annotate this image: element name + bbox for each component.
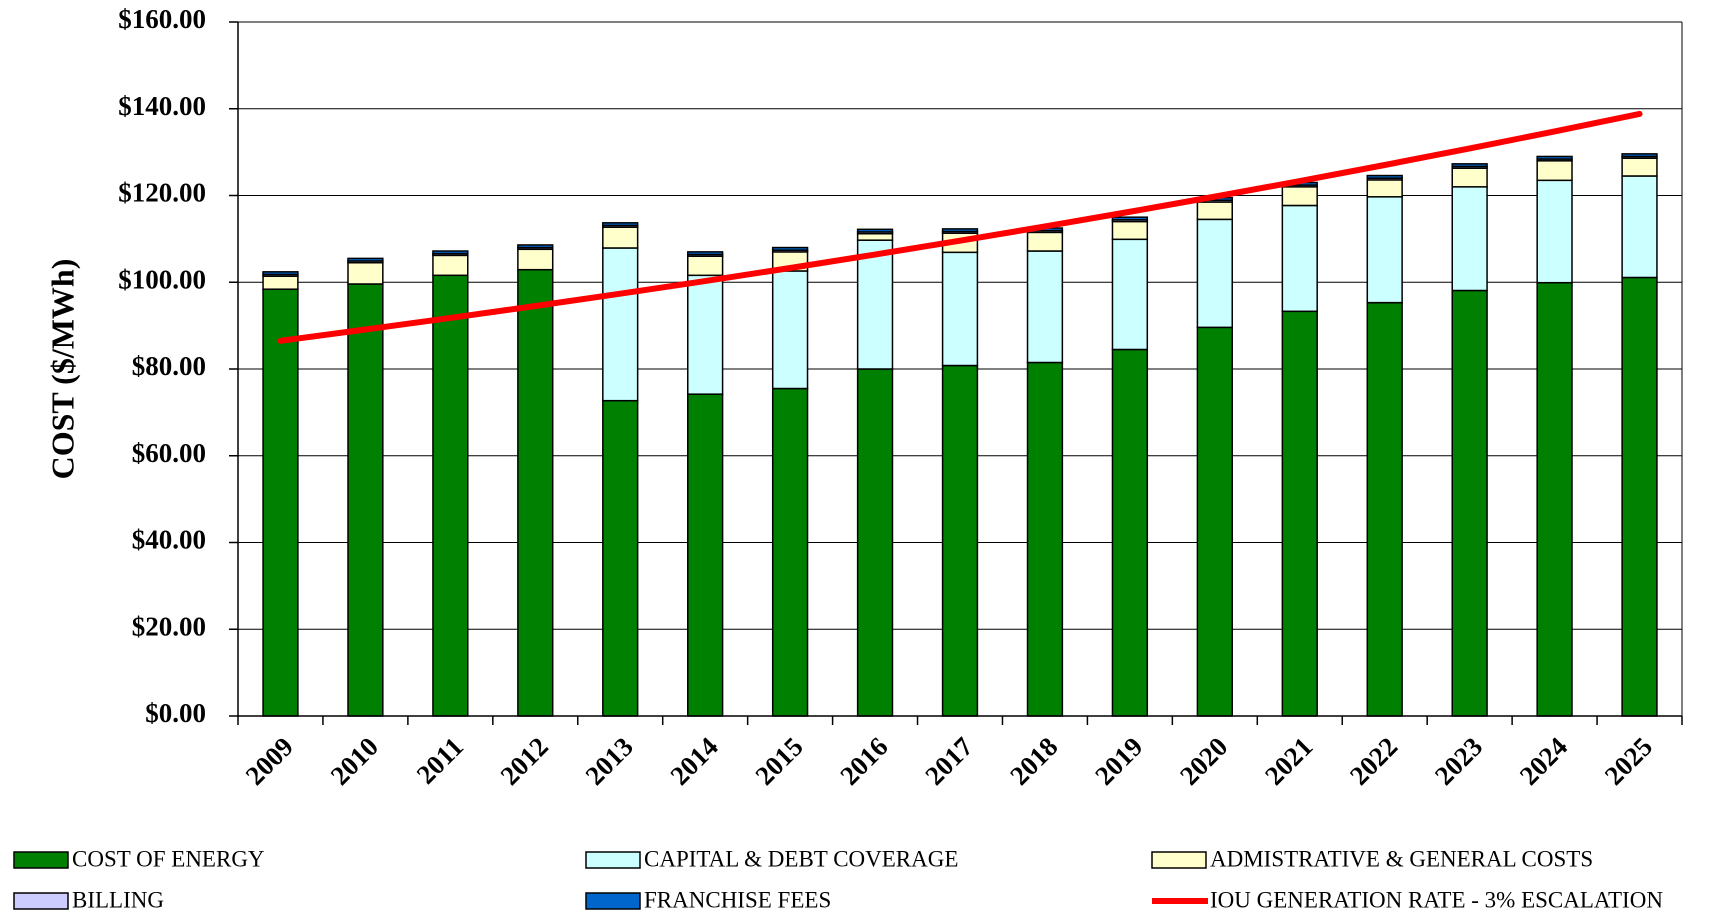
y-tick-label: $20.00 <box>132 611 206 641</box>
x-tick-label: 2011 <box>411 731 469 789</box>
bar-segment <box>1281 204 1318 313</box>
bar-segment <box>1366 196 1403 304</box>
bar-segment <box>1281 310 1318 717</box>
legend-swatch <box>13 892 69 910</box>
y-tick-label: $40.00 <box>132 525 206 555</box>
bar-segment <box>1366 301 1403 717</box>
legend-swatch <box>585 851 641 869</box>
x-tick-label: 2016 <box>834 731 893 790</box>
bar-segment <box>1621 153 1658 158</box>
bar-segment <box>856 368 894 717</box>
bar-segment <box>1196 218 1233 329</box>
y-tick-label: $80.00 <box>132 351 206 381</box>
bar-segment <box>1621 157 1658 177</box>
x-tick-label: 2021 <box>1259 731 1318 790</box>
legend-swatch <box>1151 851 1207 869</box>
bar-segment <box>1196 326 1233 717</box>
bar-segment <box>1451 289 1488 717</box>
bar-segment <box>1536 160 1573 182</box>
bar-segment <box>941 364 979 717</box>
bar-segment <box>856 239 894 370</box>
bar-segment <box>1451 163 1488 168</box>
bar-segment <box>1621 175 1658 279</box>
bar-segment <box>856 232 894 241</box>
legend-label: BILLING <box>72 887 164 912</box>
x-tick-label: 2022 <box>1344 731 1403 790</box>
x-tick-label: 2010 <box>325 731 384 790</box>
bar-segment <box>771 270 809 390</box>
y-tick-label: $160.00 <box>118 4 206 34</box>
bar-segment <box>687 255 724 277</box>
bar-segment <box>262 288 299 717</box>
bar-segment <box>432 254 469 277</box>
x-tick-label: 2013 <box>579 731 638 790</box>
x-tick-label: 2025 <box>1599 731 1658 790</box>
escalation-line <box>277 110 1643 344</box>
legend-label: IOU GENERATION RATE - 3% ESCALATION <box>1210 887 1663 912</box>
legend-label: ADMISTRATIVE & GENERAL COSTS <box>1210 846 1593 871</box>
bar-segment <box>771 246 809 251</box>
x-tick-label: 2015 <box>749 731 808 790</box>
y-tick-label: $60.00 <box>132 438 206 468</box>
bar-segment <box>602 247 639 402</box>
bar-segment <box>1366 174 1403 179</box>
bar-segment <box>432 250 469 255</box>
x-tick-label: 2020 <box>1174 731 1233 790</box>
x-tick-label: 2017 <box>919 731 978 790</box>
bar-segment <box>1026 250 1064 364</box>
bar-segment <box>856 228 894 233</box>
bar-segment <box>347 283 384 717</box>
legend-label: COST OF ENERGY <box>72 846 265 871</box>
legend-label: CAPITAL & DEBT COVERAGE <box>644 846 958 871</box>
bar-segment <box>602 399 639 717</box>
bar-segment <box>262 271 299 276</box>
x-tick-label: 2023 <box>1429 731 1488 790</box>
bar-segment <box>602 226 639 249</box>
bar-segment <box>262 275 299 290</box>
y-axis-label: COST ($/MWh) <box>44 259 80 480</box>
bar-segment <box>771 387 809 717</box>
bar-segment <box>1536 281 1573 717</box>
bar-segment <box>1111 238 1149 351</box>
bar-segment <box>1281 186 1318 207</box>
bar-segment <box>1111 220 1149 241</box>
x-tick-label: 2024 <box>1514 731 1573 790</box>
bar-segment <box>517 244 554 249</box>
bar-segment <box>1196 201 1233 221</box>
bar-segment <box>687 393 724 717</box>
legend-swatch <box>585 892 641 910</box>
bar-segment <box>432 274 469 717</box>
bar-segment <box>941 228 979 233</box>
bar-segment <box>602 222 639 227</box>
y-tick-label: $120.00 <box>118 178 206 208</box>
bar-segment <box>1536 155 1573 160</box>
bar-segment <box>347 257 384 262</box>
legend-swatch <box>13 851 69 869</box>
bar-segment <box>517 248 554 271</box>
x-tick-label: 2012 <box>495 731 554 790</box>
y-tick-label: $140.00 <box>118 91 206 121</box>
bar-segment <box>1111 348 1149 717</box>
bar-segment <box>347 261 384 285</box>
bar-segment <box>687 251 724 256</box>
x-tick-label: 2009 <box>240 731 299 790</box>
bar-segment <box>1621 276 1658 717</box>
bar-segment <box>517 268 554 717</box>
bar-segment <box>1451 186 1488 292</box>
bar-segment <box>1026 361 1064 717</box>
bar-segment <box>941 251 979 367</box>
bar-segment <box>687 274 724 395</box>
x-tick-label: 2019 <box>1089 731 1148 790</box>
y-tick-label: $0.00 <box>145 698 206 728</box>
bar-segment <box>1451 167 1488 188</box>
bar-segment <box>1366 179 1403 198</box>
x-tick-label: 2014 <box>664 731 723 790</box>
x-tick-label: 2018 <box>1004 731 1063 790</box>
bar-segment <box>1026 231 1064 252</box>
legend-label: FRANCHISE FEES <box>644 887 831 912</box>
y-tick-label: $100.00 <box>118 264 206 294</box>
bar-segment <box>1536 179 1573 284</box>
bar-segment <box>1111 216 1149 221</box>
